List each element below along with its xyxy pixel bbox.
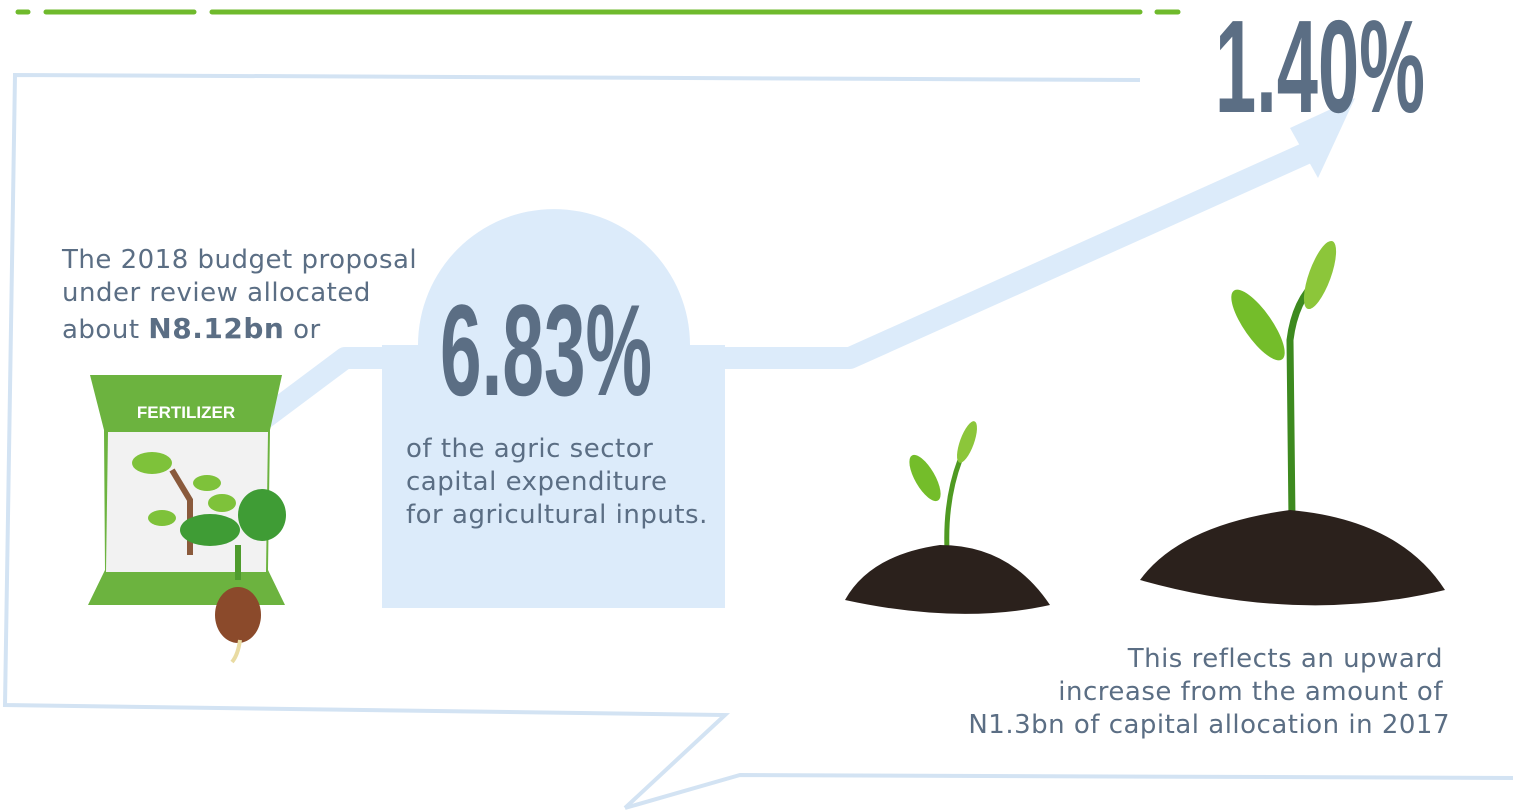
- share-percent: 6.83%: [440, 277, 652, 423]
- comparison-line: increase from the amount of: [1058, 677, 1443, 707]
- tall-plant: [1140, 237, 1445, 605]
- headline-percent: 1.40%: [1215, 0, 1425, 140]
- comparison-line: N1.3bn of capital allocation in 2017: [968, 710, 1450, 740]
- intro-line: about N8.12bn or: [62, 312, 321, 345]
- comparison-line: This reflects an upward: [1127, 644, 1443, 674]
- fertilizer-bag: FERTILIZER: [88, 375, 286, 662]
- intro-line: The 2018 budget proposal: [61, 245, 417, 275]
- small-plant: [845, 419, 1050, 614]
- bubble-outline-2: [625, 775, 1513, 808]
- share-line: of the agric sector: [406, 434, 653, 464]
- infographic: 1.40% 6.83% The 2018 budget proposal und…: [0, 0, 1513, 810]
- intro-text: about: [62, 315, 140, 345]
- intro-text: or: [293, 315, 321, 345]
- share-line: capital expenditure: [406, 467, 668, 497]
- share-line: for agricultural inputs.: [406, 500, 708, 530]
- intro-line: under review allocated: [62, 278, 371, 308]
- intro-amount: N8.12bn: [148, 312, 284, 345]
- bag-label: FERTILIZER: [137, 403, 235, 422]
